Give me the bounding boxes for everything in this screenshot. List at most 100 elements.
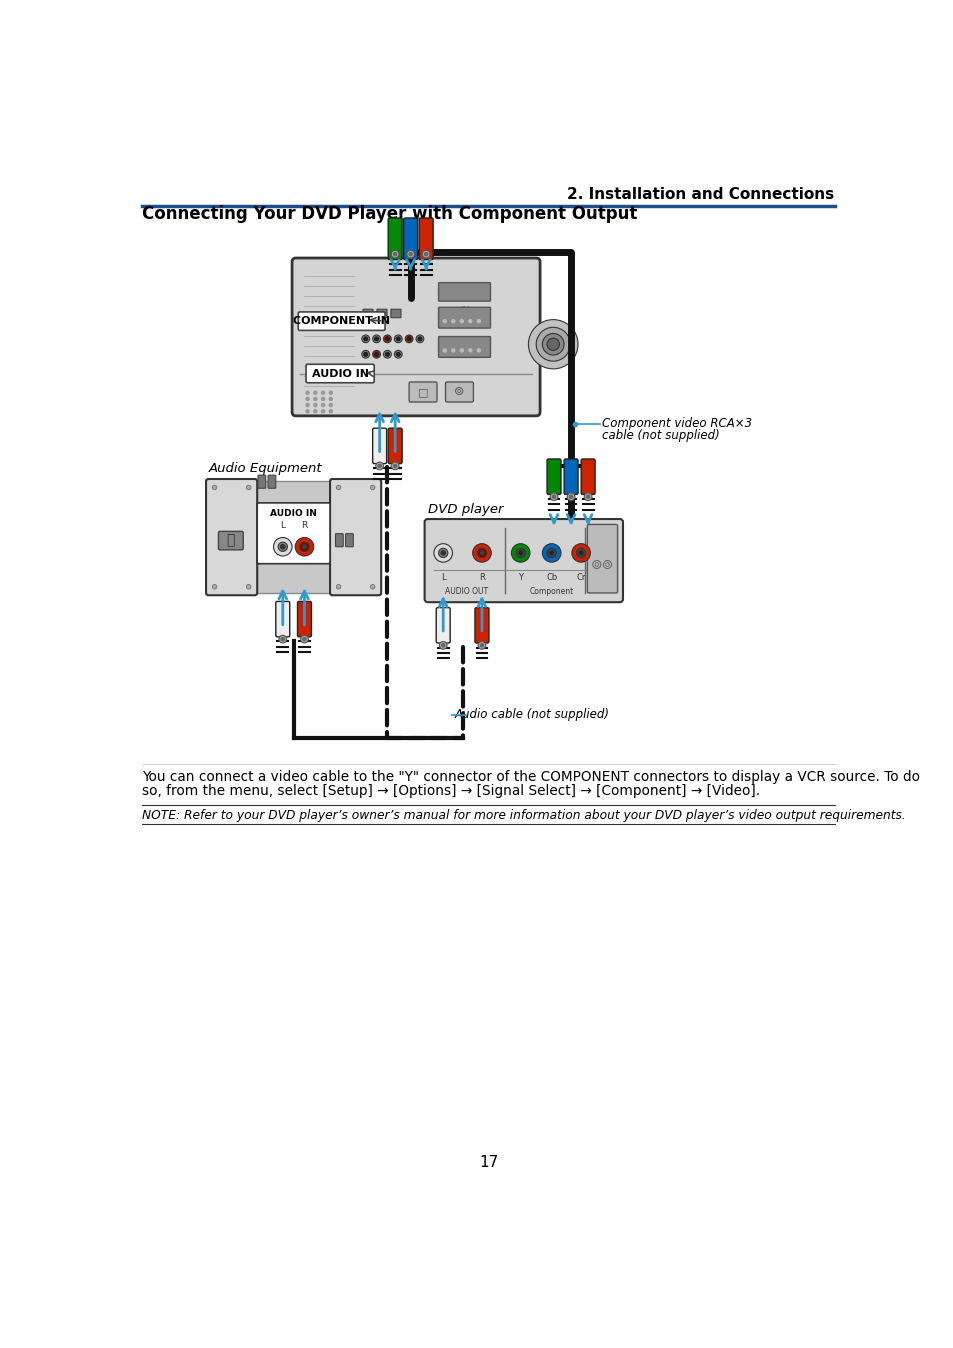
Circle shape [440, 550, 445, 555]
Circle shape [383, 336, 391, 342]
FancyBboxPatch shape [306, 364, 374, 383]
Text: DVD player: DVD player [427, 503, 502, 516]
Text: cable (not supplied): cable (not supplied) [601, 430, 720, 442]
Circle shape [394, 350, 402, 359]
FancyBboxPatch shape [388, 429, 402, 464]
Text: Component: Component [529, 586, 573, 596]
Circle shape [583, 493, 592, 500]
Circle shape [306, 410, 309, 412]
FancyBboxPatch shape [376, 309, 387, 318]
FancyBboxPatch shape [438, 307, 490, 328]
Circle shape [468, 319, 472, 322]
Text: AUDIO OUT: AUDIO OUT [444, 586, 488, 596]
Circle shape [361, 336, 369, 342]
Circle shape [409, 252, 412, 256]
Circle shape [479, 550, 484, 555]
Text: Y: Y [517, 573, 522, 582]
Circle shape [546, 549, 556, 558]
Circle shape [416, 336, 423, 342]
Circle shape [321, 398, 324, 400]
Circle shape [370, 585, 375, 589]
Circle shape [281, 638, 284, 640]
Circle shape [391, 462, 398, 469]
Circle shape [246, 485, 251, 489]
Circle shape [468, 349, 472, 352]
FancyBboxPatch shape [206, 479, 257, 596]
FancyBboxPatch shape [254, 481, 332, 593]
Circle shape [546, 338, 558, 350]
Circle shape [370, 485, 375, 489]
Circle shape [294, 538, 314, 555]
Circle shape [299, 542, 309, 551]
Text: Connecting Your DVD Player with Component Output: Connecting Your DVD Player with Componen… [142, 205, 638, 224]
Circle shape [377, 464, 381, 468]
FancyBboxPatch shape [403, 218, 417, 260]
Text: DVI: DVI [459, 306, 469, 310]
Text: R: R [478, 573, 484, 582]
Circle shape [314, 410, 316, 412]
Circle shape [395, 352, 399, 356]
Circle shape [443, 349, 446, 352]
Text: R: R [301, 522, 307, 531]
FancyBboxPatch shape [345, 534, 353, 547]
Circle shape [306, 391, 309, 395]
FancyBboxPatch shape [298, 311, 385, 330]
FancyBboxPatch shape [580, 458, 595, 495]
Text: Cr: Cr [576, 573, 585, 582]
Text: AUDIO IN: AUDIO IN [312, 368, 368, 379]
Circle shape [452, 349, 455, 352]
Circle shape [552, 495, 555, 499]
FancyBboxPatch shape [388, 218, 402, 260]
FancyBboxPatch shape [436, 608, 450, 643]
Circle shape [329, 403, 332, 407]
FancyBboxPatch shape [362, 309, 373, 318]
FancyBboxPatch shape [373, 429, 386, 464]
Circle shape [434, 543, 452, 562]
Circle shape [363, 352, 367, 356]
Circle shape [424, 252, 427, 256]
Circle shape [373, 350, 380, 359]
Circle shape [212, 585, 216, 589]
Circle shape [394, 252, 396, 256]
Circle shape [363, 337, 367, 341]
FancyBboxPatch shape [268, 474, 275, 488]
Circle shape [361, 350, 369, 359]
Circle shape [314, 403, 316, 407]
Circle shape [452, 319, 455, 322]
Circle shape [571, 543, 590, 562]
Circle shape [329, 410, 332, 412]
Circle shape [459, 349, 463, 352]
Text: L: L [280, 522, 285, 531]
Text: NOTE: Refer to your DVD player’s owner’s manual for more information about your : NOTE: Refer to your DVD player’s owner’s… [142, 809, 905, 821]
Text: 2. Installation and Connections: 2. Installation and Connections [566, 187, 833, 202]
Circle shape [385, 352, 389, 356]
Circle shape [476, 349, 480, 352]
Circle shape [406, 251, 415, 257]
Circle shape [375, 352, 378, 356]
Circle shape [321, 410, 324, 412]
FancyBboxPatch shape [587, 524, 617, 593]
FancyBboxPatch shape [292, 257, 539, 417]
Circle shape [394, 464, 396, 468]
Text: COMPONENT IN: COMPONENT IN [293, 317, 390, 326]
Text: ⏻: ⏻ [227, 534, 234, 547]
Circle shape [212, 485, 216, 489]
FancyBboxPatch shape [445, 381, 473, 402]
Circle shape [542, 333, 563, 355]
Circle shape [306, 398, 309, 400]
Circle shape [329, 391, 332, 395]
Text: L: L [440, 573, 445, 582]
Circle shape [407, 337, 411, 341]
Text: ⊚⊚: ⊚⊚ [591, 558, 614, 572]
Text: Component video RCA×3: Component video RCA×3 [601, 417, 751, 430]
Circle shape [536, 328, 570, 361]
Text: ⊚: ⊚ [454, 386, 464, 399]
Circle shape [477, 642, 485, 650]
Circle shape [578, 550, 583, 555]
Circle shape [569, 495, 572, 499]
Circle shape [278, 542, 287, 551]
Circle shape [542, 543, 560, 562]
Circle shape [280, 545, 285, 549]
Text: AUDIO IN: AUDIO IN [270, 510, 316, 518]
Text: Audio Equipment: Audio Equipment [208, 462, 322, 474]
